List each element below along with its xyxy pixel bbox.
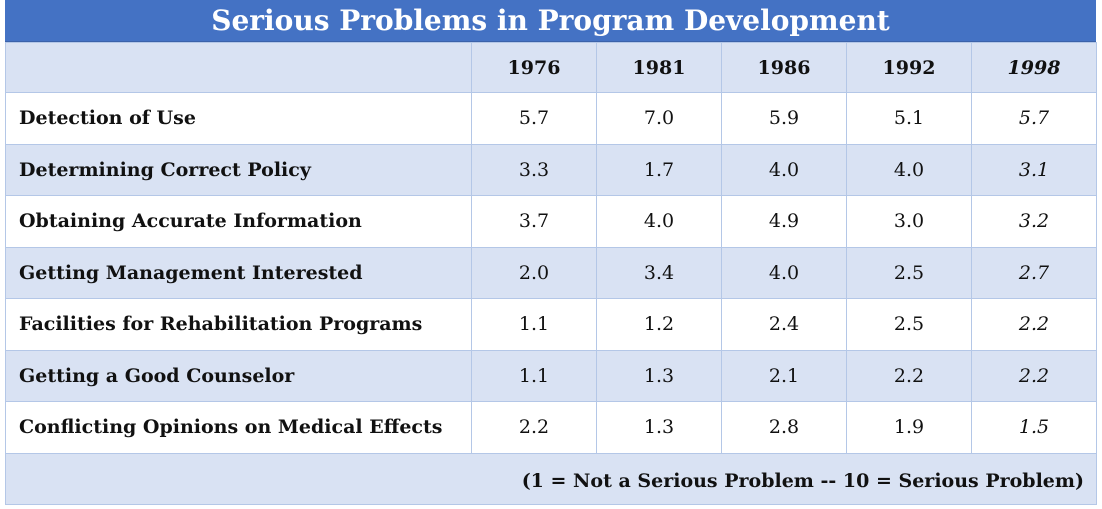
- header-row: 1976 1981 1986 1992 1998: [5, 42, 1097, 93]
- problems-table-container: Serious Problems in Program Development …: [5, 0, 1097, 505]
- table-row: Obtaining Accurate Information 3.7 4.0 4.9 3…: [5, 195, 1097, 248]
- row-label: Getting Management Interested: [5, 246, 472, 299]
- row-label: Detection of Use: [5, 92, 472, 145]
- header-year-1976: 1976: [471, 42, 597, 93]
- value-cell-1986: 2.1: [721, 349, 847, 402]
- value-cell-1992: 4.0: [846, 143, 972, 196]
- header-year-1998: 1998: [971, 42, 1097, 93]
- table-row: Getting a Good Counselor 1.1 1.3 2.1 2.2 2.2: [5, 349, 1097, 402]
- row-label: Getting a Good Counselor: [5, 349, 472, 402]
- scale-footnote: (1 = Not a Serious Problem -- 10 = Serio…: [5, 452, 1097, 505]
- header-blank-cell: [5, 42, 472, 93]
- value-cell-1998: 2.2: [971, 349, 1097, 402]
- value-cell-1986: 2.4: [721, 298, 847, 351]
- header-year-1986: 1986: [721, 42, 847, 93]
- value-cell-1998: 2.2: [971, 298, 1097, 351]
- table-row: Getting Management Interested 2.0 3.4 4.0 2.…: [5, 246, 1097, 299]
- value-cell-1998: 1.5: [971, 401, 1097, 454]
- value-cell-1992: 2.5: [846, 298, 972, 351]
- value-cell-1981: 1.2: [596, 298, 722, 351]
- value-cell-1998: 3.1: [971, 143, 1097, 196]
- row-label: Facilities for Rehabilitation Programs: [5, 298, 472, 351]
- value-cell-1976: 1.1: [471, 298, 597, 351]
- table-row: Detection of Use 5.7 7.0 5.9 5.1 5.7: [5, 92, 1097, 145]
- problems-table: 1976 1981 1986 1992 1998 Detection of Us…: [5, 42, 1097, 505]
- header-year-1981: 1981: [596, 42, 722, 93]
- value-cell-1998: 5.7: [971, 92, 1097, 145]
- value-cell-1986: 5.9: [721, 92, 847, 145]
- value-cell-1992: 5.1: [846, 92, 972, 145]
- value-cell-1976: 3.3: [471, 143, 597, 196]
- footnote-row: (1 = Not a Serious Problem -- 10 = Serio…: [5, 452, 1097, 505]
- value-cell-1986: 4.0: [721, 143, 847, 196]
- value-cell-1986: 4.0: [721, 246, 847, 299]
- table-body: Detection of Use 5.7 7.0 5.9 5.1 5.7 Determini…: [5, 92, 1097, 454]
- value-cell-1976: 1.1: [471, 349, 597, 402]
- value-cell-1981: 1.3: [596, 349, 722, 402]
- value-cell-1976: 2.2: [471, 401, 597, 454]
- row-label: Obtaining Accurate Information: [5, 195, 472, 248]
- value-cell-1992: 3.0: [846, 195, 972, 248]
- value-cell-1981: 1.7: [596, 143, 722, 196]
- value-cell-1976: 5.7: [471, 92, 597, 145]
- value-cell-1986: 2.8: [721, 401, 847, 454]
- table-row: Facilities for Rehabilitation Programs 1.…: [5, 298, 1097, 351]
- table-title: Serious Problems in Program Development: [5, 0, 1096, 42]
- value-cell-1981: 3.4: [596, 246, 722, 299]
- table-row: Determining Correct Policy 3.3 1.7 4.0 4.0 3.…: [5, 143, 1097, 196]
- value-cell-1998: 2.7: [971, 246, 1097, 299]
- value-cell-1992: 2.5: [846, 246, 972, 299]
- value-cell-1992: 2.2: [846, 349, 972, 402]
- value-cell-1981: 7.0: [596, 92, 722, 145]
- value-cell-1976: 3.7: [471, 195, 597, 248]
- value-cell-1986: 4.9: [721, 195, 847, 248]
- value-cell-1981: 4.0: [596, 195, 722, 248]
- table-row: Conflicting Opinions on Medical Effects 2…: [5, 401, 1097, 454]
- row-label: Conflicting Opinions on Medical Effects: [5, 401, 472, 454]
- value-cell-1992: 1.9: [846, 401, 972, 454]
- row-label: Determining Correct Policy: [5, 143, 472, 196]
- value-cell-1981: 1.3: [596, 401, 722, 454]
- value-cell-1976: 2.0: [471, 246, 597, 299]
- value-cell-1998: 3.2: [971, 195, 1097, 248]
- header-year-1992: 1992: [846, 42, 972, 93]
